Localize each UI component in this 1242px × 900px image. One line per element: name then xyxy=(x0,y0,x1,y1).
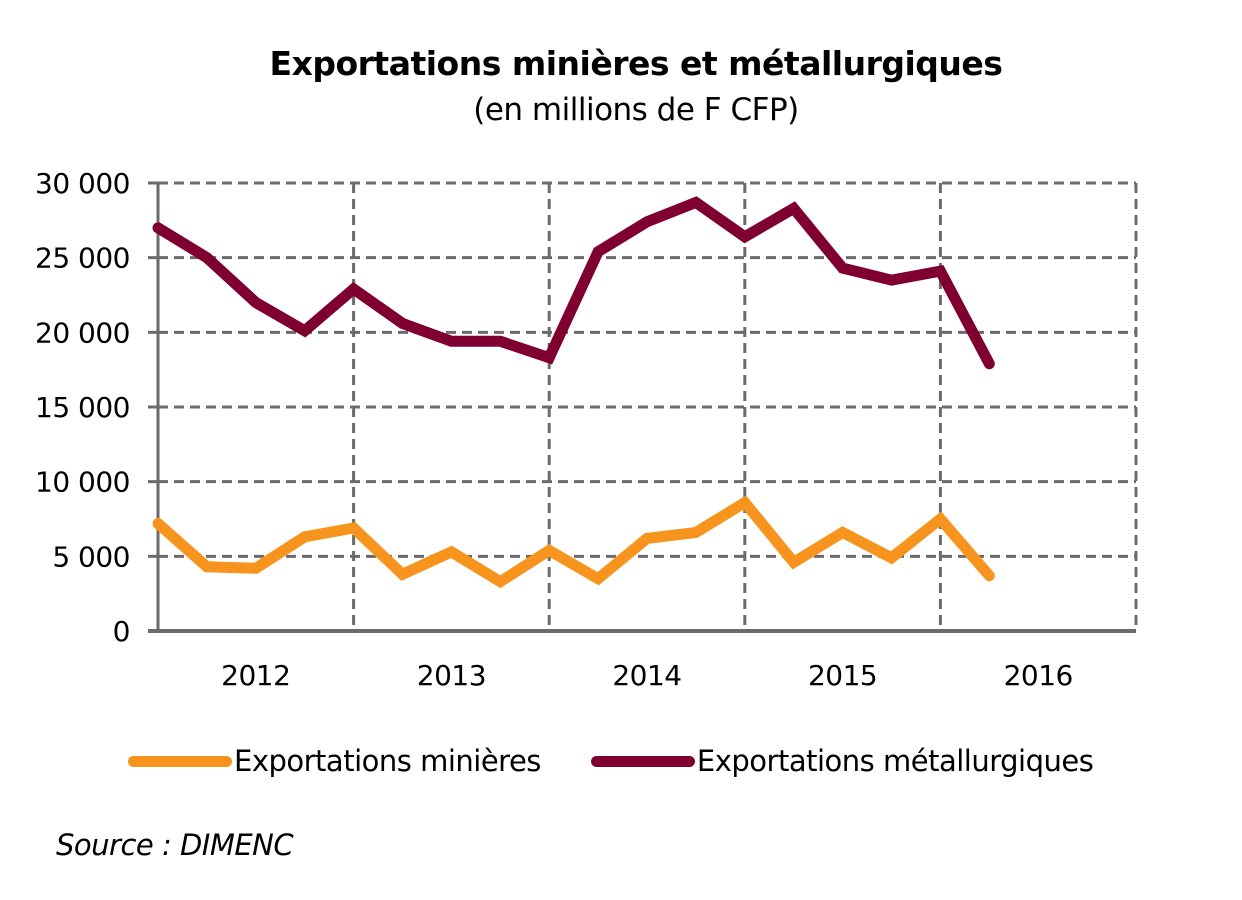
y-tick-label: 0 xyxy=(113,615,130,648)
y-axis-tick-labels: 0 5 000 10 000 15 000 20 000 25 000 30 000 xyxy=(35,167,130,648)
line-chart: 0 5 000 10 000 15 000 20 000 25 000 30 000 201… xyxy=(35,167,1138,692)
legend-item-metallurgiques: Exportations métallurgiques xyxy=(590,744,1094,778)
series-lines xyxy=(152,196,995,589)
legend-item-minieres: Exportations minières xyxy=(128,744,541,778)
legend-label-minieres: Exportations minières xyxy=(234,744,541,778)
legend-swatch-minieres xyxy=(128,755,232,767)
x-tick-label: 2012 xyxy=(221,659,290,692)
legend-label-metallurgiques: Exportations métallurgiques xyxy=(696,744,1094,778)
y-tick-label: 10 000 xyxy=(35,466,130,499)
y-tick-label: 5 000 xyxy=(52,540,130,573)
y-tick-label: 15 000 xyxy=(35,391,130,424)
x-axis-tick-labels: 2012 2013 2014 2015 2016 xyxy=(221,659,1073,692)
y-tick-label: 25 000 xyxy=(35,242,130,275)
y-tick-label: 20 000 xyxy=(35,316,130,349)
legend-swatch-metallurgiques xyxy=(590,755,695,767)
axes xyxy=(148,181,1136,633)
y-tick-label: 30 000 xyxy=(35,167,130,200)
series-line-metallurgiques xyxy=(152,196,995,370)
x-tick-label: 2013 xyxy=(417,659,486,692)
chart-title: Exportations minières et métallurgiques xyxy=(269,44,1003,83)
legend: Exportations minières Exportations métal… xyxy=(128,744,1143,778)
chart-subtitle: (en millions de F CFP) xyxy=(473,92,799,128)
grid-lines xyxy=(158,181,1138,631)
x-tick-label: 2016 xyxy=(1004,659,1073,692)
series-line-minieres xyxy=(152,495,995,589)
x-tick-label: 2015 xyxy=(808,659,877,692)
source-note: Source : DIMENC xyxy=(56,828,294,862)
x-tick-label: 2014 xyxy=(612,659,681,692)
